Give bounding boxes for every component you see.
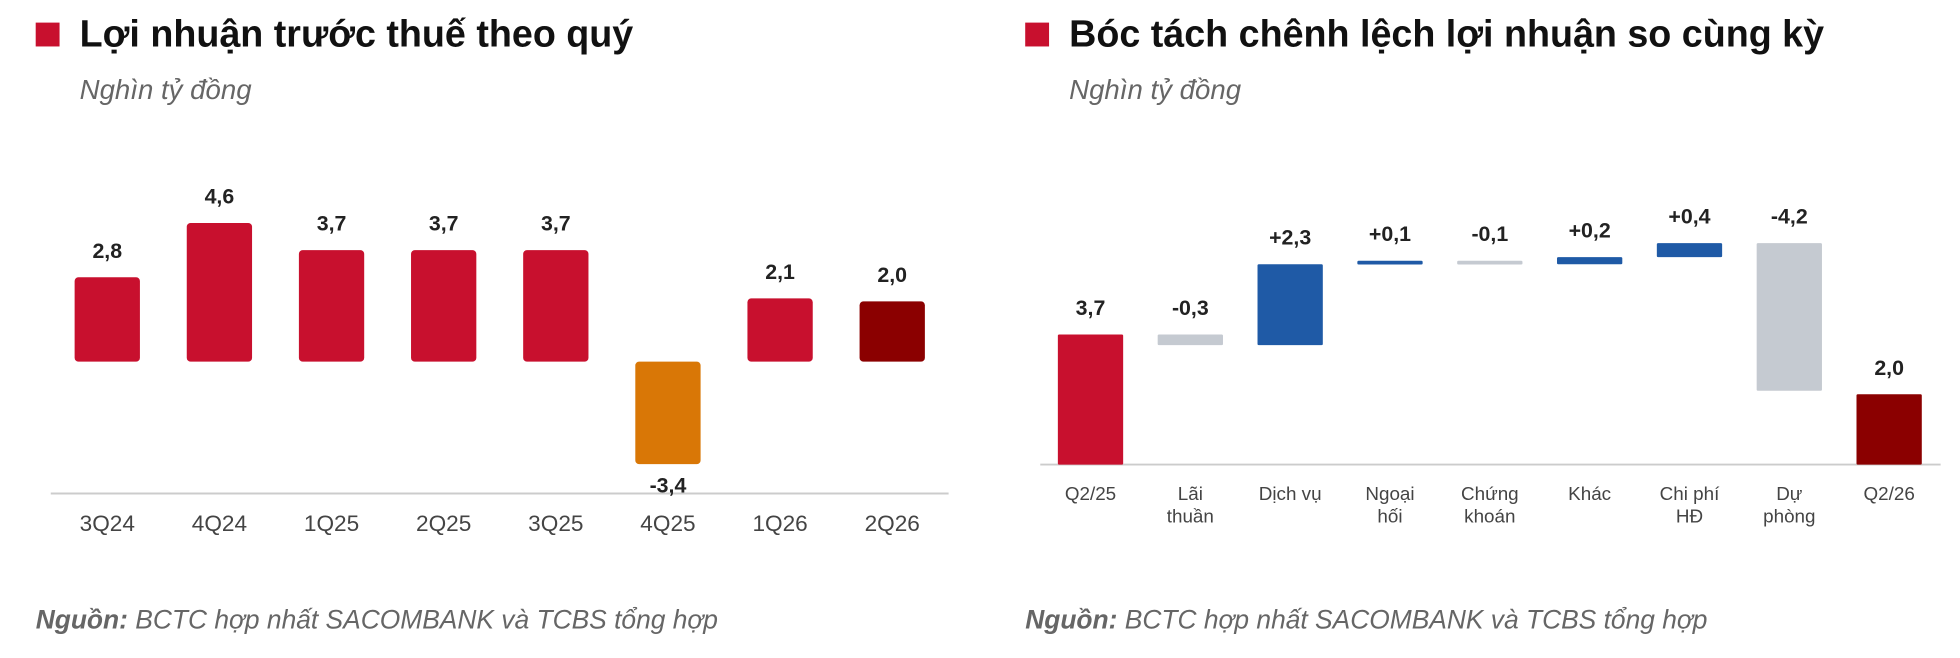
bar — [1856, 394, 1922, 465]
x-tick-label: 1Q26 — [752, 511, 807, 536]
chart-title: Lợi nhuận trước thuế theo quý — [80, 12, 634, 54]
source-label: Nguồn: — [1025, 605, 1117, 635]
x-tick-label: Khác — [1568, 483, 1612, 505]
value-label: 3,7 — [317, 212, 347, 236]
value-label: 4,6 — [205, 185, 235, 209]
x-tick-label: 4Q24 — [192, 511, 247, 536]
bar — [1457, 260, 1523, 265]
x-tick-label-box: Chứng khoán — [1461, 483, 1519, 528]
chart-title: Bóc tách chênh lệch lợi nhuận so cùng kỳ — [1069, 12, 1824, 54]
value-label: 3,7 — [541, 212, 571, 236]
x-tick-label: Ngoại hối — [1365, 483, 1415, 528]
bar — [1756, 243, 1822, 391]
bar — [747, 298, 813, 362]
x-tick-label: 3Q24 — [80, 511, 135, 536]
x-tick-label-box: Q2/26 — [1863, 483, 1915, 505]
chart-subtitle: Nghìn tỷ đồng — [1069, 74, 1242, 105]
value-label: 3,7 — [1076, 296, 1106, 320]
bar — [1656, 243, 1723, 258]
value-label: 2,1 — [765, 260, 795, 284]
source: Nguồn: BCTC hợp nhất SACOMBANK và TCBS t… — [36, 605, 718, 635]
chart-subtitle: Nghìn tỷ đồng — [80, 74, 253, 105]
x-tick-label: 2Q26 — [865, 511, 920, 536]
bar — [1557, 257, 1623, 265]
x-tick-label: Chi phí HĐ — [1659, 483, 1720, 528]
bar — [186, 223, 253, 362]
x-tick-label: Q2/26 — [1863, 483, 1915, 505]
x-tick-label: 3Q25 — [528, 511, 583, 536]
source-label: Nguồn: — [36, 605, 128, 635]
x-tick-label-box: Khác — [1568, 483, 1612, 505]
x-tick-label-box: Ngoại hối — [1365, 483, 1415, 528]
x-tick-label: 4Q25 — [640, 511, 695, 536]
bar — [411, 250, 477, 362]
source: Nguồn: BCTC hợp nhất SACOMBANK và TCBS t… — [1025, 605, 1707, 635]
x-tick-label: Dự phòng — [1763, 483, 1816, 528]
value-label: +0,2 — [1569, 219, 1611, 243]
x-tick-label: Lãi thuần — [1166, 483, 1214, 528]
source-text: BCTC hợp nhất SACOMBANK và TCBS tổng hợp — [1125, 605, 1708, 635]
bar — [1357, 260, 1423, 265]
x-tick-label-box: Dịch vụ — [1258, 483, 1322, 505]
x-tick-label-box: Chi phí HĐ — [1659, 483, 1720, 528]
value-label: 2,0 — [877, 263, 907, 287]
x-tick-label: Chứng khoán — [1461, 483, 1519, 528]
x-tick-label-box: Dự phòng — [1763, 483, 1816, 528]
x-tick-label-box: Q2/25 — [1064, 483, 1117, 505]
value-label: -0,1 — [1471, 222, 1508, 246]
bar — [1157, 334, 1223, 346]
title-marker — [35, 22, 60, 47]
bar — [859, 301, 925, 362]
bar — [1057, 334, 1124, 465]
x-tick-label: 1Q25 — [304, 511, 359, 536]
value-label: -0,3 — [1172, 296, 1209, 320]
value-label: 3,7 — [429, 212, 459, 236]
value-label: +0,1 — [1369, 222, 1411, 246]
value-label: 2,8 — [92, 239, 122, 263]
x-tick-label-box: Lãi thuần — [1166, 483, 1214, 528]
value-label: +2,3 — [1269, 226, 1311, 250]
bar — [635, 361, 701, 465]
bar — [298, 250, 365, 362]
source-text: BCTC hợp nhất SACOMBANK và TCBS tổng hợp — [135, 605, 718, 635]
title-marker — [1025, 22, 1050, 47]
bar — [1257, 264, 1323, 346]
x-tick-label: 2Q25 — [416, 511, 471, 536]
x-tick-label: Dịch vụ — [1258, 483, 1322, 505]
bar — [74, 277, 140, 362]
value-label: -3,4 — [650, 473, 687, 497]
x-tick-label: Q2/25 — [1064, 483, 1117, 505]
value-label: 2,0 — [1874, 356, 1904, 380]
value-label: -4,2 — [1771, 205, 1808, 229]
value-label: +0,4 — [1668, 205, 1710, 229]
bar — [523, 250, 589, 362]
